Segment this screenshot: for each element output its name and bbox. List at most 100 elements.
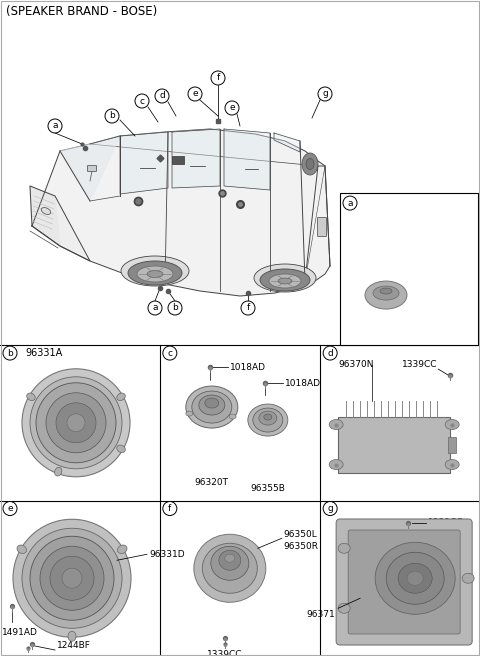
Ellipse shape (462, 573, 474, 583)
Ellipse shape (118, 545, 127, 554)
Text: e: e (7, 504, 13, 513)
Ellipse shape (27, 393, 35, 401)
Ellipse shape (211, 546, 249, 581)
Circle shape (168, 301, 182, 315)
Ellipse shape (36, 383, 116, 462)
Text: a: a (347, 199, 353, 207)
Ellipse shape (264, 414, 272, 420)
Text: 96320T: 96320T (195, 478, 229, 487)
Text: g: g (322, 89, 328, 98)
Text: c: c (168, 348, 172, 358)
Ellipse shape (192, 391, 232, 423)
Ellipse shape (22, 369, 130, 477)
Ellipse shape (269, 274, 301, 288)
Ellipse shape (186, 386, 238, 428)
Ellipse shape (338, 604, 350, 613)
Polygon shape (120, 132, 168, 194)
Ellipse shape (121, 256, 189, 286)
Circle shape (135, 94, 149, 108)
Text: 96350L: 96350L (284, 530, 318, 539)
Ellipse shape (117, 445, 125, 453)
FancyBboxPatch shape (87, 165, 96, 171)
Circle shape (48, 119, 62, 133)
Text: f: f (216, 73, 220, 83)
Circle shape (163, 502, 177, 516)
Polygon shape (274, 133, 300, 152)
Ellipse shape (137, 266, 173, 282)
Polygon shape (60, 136, 120, 201)
Text: (SPEAKER BRAND - BOSE): (SPEAKER BRAND - BOSE) (6, 5, 157, 18)
Ellipse shape (259, 411, 277, 425)
Ellipse shape (117, 393, 125, 401)
Polygon shape (32, 129, 330, 296)
Circle shape (155, 89, 169, 103)
Text: 96370N: 96370N (338, 360, 373, 369)
Ellipse shape (306, 159, 314, 169)
Text: 1339CC: 1339CC (428, 518, 464, 527)
Text: 96320N: 96320N (422, 291, 457, 300)
Ellipse shape (225, 554, 235, 562)
Ellipse shape (199, 395, 225, 415)
Circle shape (318, 87, 332, 101)
Ellipse shape (128, 261, 182, 285)
Text: 96350R: 96350R (284, 542, 319, 551)
Text: b: b (7, 348, 13, 358)
Ellipse shape (386, 552, 444, 604)
FancyBboxPatch shape (338, 417, 450, 472)
Text: a: a (152, 304, 158, 312)
Ellipse shape (253, 408, 283, 432)
Ellipse shape (248, 404, 288, 436)
Circle shape (105, 109, 119, 123)
Ellipse shape (260, 269, 310, 291)
Ellipse shape (68, 631, 76, 642)
Ellipse shape (380, 288, 392, 294)
Polygon shape (224, 129, 270, 190)
Text: f: f (168, 504, 171, 513)
Ellipse shape (50, 556, 94, 600)
Ellipse shape (219, 550, 241, 570)
Circle shape (323, 346, 337, 360)
Ellipse shape (329, 459, 343, 470)
Text: 96331A: 96331A (25, 348, 62, 358)
FancyBboxPatch shape (348, 530, 460, 634)
Polygon shape (30, 186, 60, 246)
Ellipse shape (40, 546, 104, 610)
Text: d: d (159, 91, 165, 100)
Text: 1339CC: 1339CC (402, 360, 438, 369)
Text: 1339CC: 1339CC (207, 650, 242, 656)
Ellipse shape (338, 543, 350, 553)
FancyBboxPatch shape (448, 436, 456, 453)
Text: 1018AD: 1018AD (396, 220, 432, 230)
FancyBboxPatch shape (317, 218, 326, 237)
Circle shape (3, 346, 17, 360)
FancyBboxPatch shape (336, 519, 472, 645)
Circle shape (188, 87, 202, 101)
FancyBboxPatch shape (172, 156, 184, 164)
Ellipse shape (62, 568, 82, 588)
Text: 1018AD: 1018AD (285, 379, 321, 388)
Text: f: f (246, 304, 250, 312)
Text: 1491AD: 1491AD (2, 628, 38, 637)
Text: e: e (192, 89, 198, 98)
Text: g: g (327, 504, 333, 513)
Ellipse shape (398, 564, 432, 593)
Ellipse shape (30, 536, 114, 621)
Text: 96331D: 96331D (149, 550, 185, 559)
Ellipse shape (17, 545, 26, 554)
Polygon shape (30, 186, 90, 261)
Ellipse shape (22, 528, 122, 628)
Text: a: a (52, 121, 58, 131)
Circle shape (211, 71, 225, 85)
Text: b: b (172, 304, 178, 312)
Text: d: d (327, 348, 333, 358)
Ellipse shape (55, 467, 62, 476)
Text: 1018AD: 1018AD (230, 363, 266, 371)
Circle shape (225, 101, 239, 115)
Ellipse shape (229, 414, 236, 419)
Ellipse shape (46, 393, 106, 453)
Text: 96371: 96371 (306, 610, 335, 619)
Ellipse shape (186, 411, 193, 416)
Ellipse shape (30, 377, 122, 469)
Circle shape (163, 346, 177, 360)
Polygon shape (172, 129, 220, 188)
